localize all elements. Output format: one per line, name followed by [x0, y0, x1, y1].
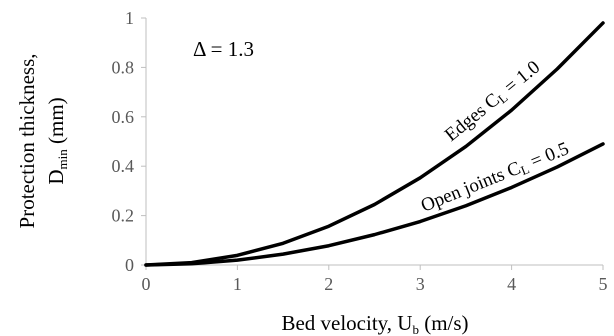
x-tick-label: 3: [416, 274, 425, 294]
y-axis-title-line2: Dmin (mm): [44, 97, 70, 184]
series-line-0: [144, 21, 605, 267]
y-tick-label: 0.8: [112, 57, 135, 77]
x-tick-label: 2: [324, 274, 333, 294]
series-label-open-joints: Open joints CL = 0.5: [418, 138, 572, 217]
x-axis-title: Bed velocity, Ub (m/s): [281, 311, 468, 336]
x-tick-label: 4: [507, 274, 516, 294]
x-tick-label: 0: [142, 274, 151, 294]
y-tick-label: 0.6: [112, 107, 135, 127]
y-axis-title-line1: Protection thickness,: [15, 54, 39, 229]
y-tick-label: 0.4: [112, 156, 135, 176]
delta-annotation: Δ = 1.3: [193, 37, 254, 61]
x-tick-label: 5: [599, 274, 608, 294]
axes: [141, 17, 604, 270]
y-tick-label: 0: [125, 255, 134, 275]
tick-labels: 0 0.2 0.4 0.6 0.8 1 0 1 2 3 4 5: [112, 8, 608, 294]
series-line-1: [144, 142, 605, 267]
series-label-edges: Edges CL = 1.0: [441, 57, 545, 147]
series-lines: [144, 21, 605, 267]
x-tick-label: 1: [233, 274, 242, 294]
y-tick-label: 1: [125, 8, 134, 28]
y-tick-label: 0.2: [112, 206, 135, 226]
